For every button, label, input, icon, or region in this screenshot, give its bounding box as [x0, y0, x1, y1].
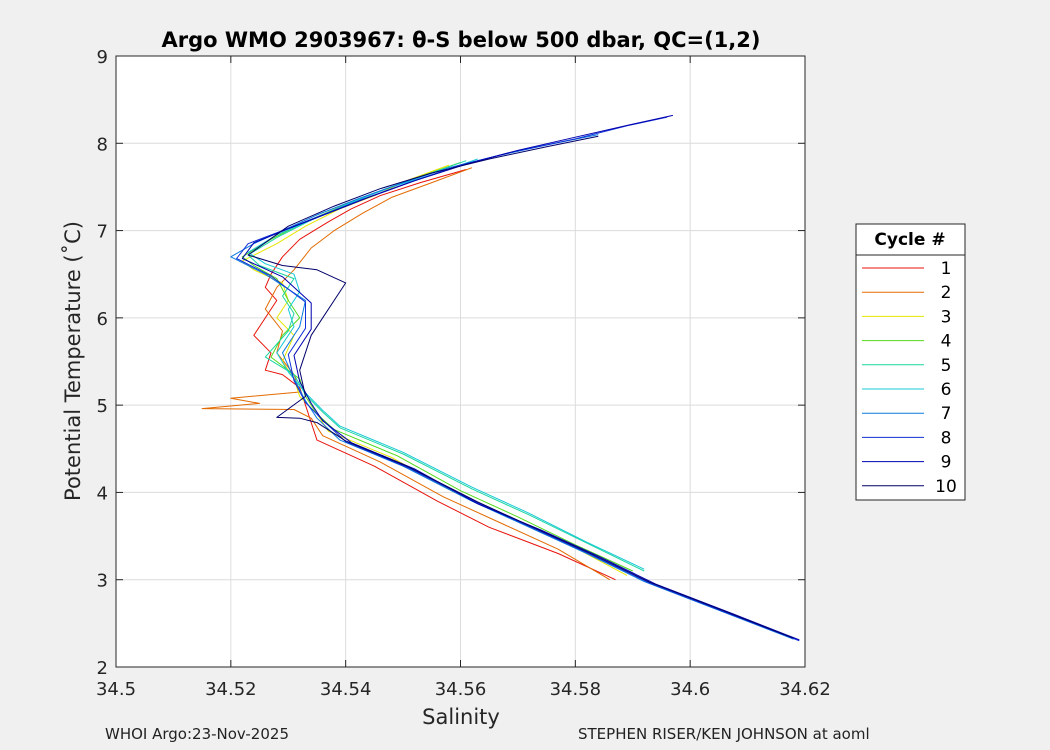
- y-tick-label: 2: [97, 658, 108, 679]
- y-tick-label: 3: [97, 571, 108, 592]
- x-tick-label: 34.56: [435, 679, 487, 700]
- legend-label-cycle-4: 4: [941, 332, 952, 352]
- legend-label-cycle-6: 6: [941, 380, 952, 400]
- series-line-cycle-10: [247, 135, 794, 639]
- plot-frame: [115, 55, 806, 668]
- legend: Cycle # 1 2 3 4 5 6 7 8 9 10: [855, 223, 966, 501]
- y-axis-label: Potential Temperature (˚C): [61, 221, 85, 501]
- chart-title: Argo WMO 2903967: θ-S below 500 dbar, QC…: [162, 28, 761, 52]
- legend-box: [855, 223, 966, 501]
- legend-label-cycle-5: 5: [941, 356, 952, 376]
- y-tick-labels: 2 3 4 5 6 7 8 9: [97, 47, 108, 679]
- data-series: [201, 114, 800, 642]
- y-tick-label: 7: [97, 222, 108, 243]
- x-tick-labels: 34.5 34.52 34.54 34.56 34.58 34.6 34.62: [96, 679, 831, 700]
- x-tick-label: 34.58: [550, 679, 602, 700]
- legend-title: Cycle #: [874, 230, 945, 250]
- legend-label-cycle-10: 10: [935, 477, 957, 497]
- series-line-cycle-1: [253, 169, 616, 581]
- legend-entries: 1 2 3 4 5 6 7 8 9 10: [862, 259, 957, 497]
- x-tick-label: 34.54: [320, 679, 372, 700]
- legend-label-cycle-3: 3: [941, 307, 952, 327]
- footer-credit: STEPHEN RISER/KEN JOHNSON at aoml: [578, 725, 870, 743]
- x-tick-label: 34.5: [96, 679, 136, 700]
- series-line-cycle-2: [201, 167, 611, 581]
- footer-source-date: WHOI Argo:23-Nov-2025: [105, 725, 289, 743]
- legend-label-cycle-7: 7: [941, 404, 952, 424]
- x-axis-label: Salinity: [422, 705, 500, 729]
- y-tick-label: 5: [97, 396, 108, 417]
- legend-label-cycle-8: 8: [941, 428, 952, 448]
- x-tick-label: 34.62: [779, 679, 831, 700]
- series-line-cycle-7: [230, 134, 794, 640]
- x-tick-label: 34.52: [205, 679, 257, 700]
- x-tick-label: 34.6: [670, 679, 710, 700]
- y-tick-label: 4: [97, 483, 108, 504]
- y-tick-label: 6: [97, 309, 108, 330]
- legend-label-cycle-1: 1: [941, 259, 952, 279]
- legend-label-cycle-9: 9: [941, 453, 952, 473]
- y-tick-label: 8: [97, 134, 108, 155]
- y-tick-label: 9: [97, 47, 108, 68]
- legend-label-cycle-2: 2: [941, 283, 952, 303]
- series-line-cycle-4: [241, 162, 634, 572]
